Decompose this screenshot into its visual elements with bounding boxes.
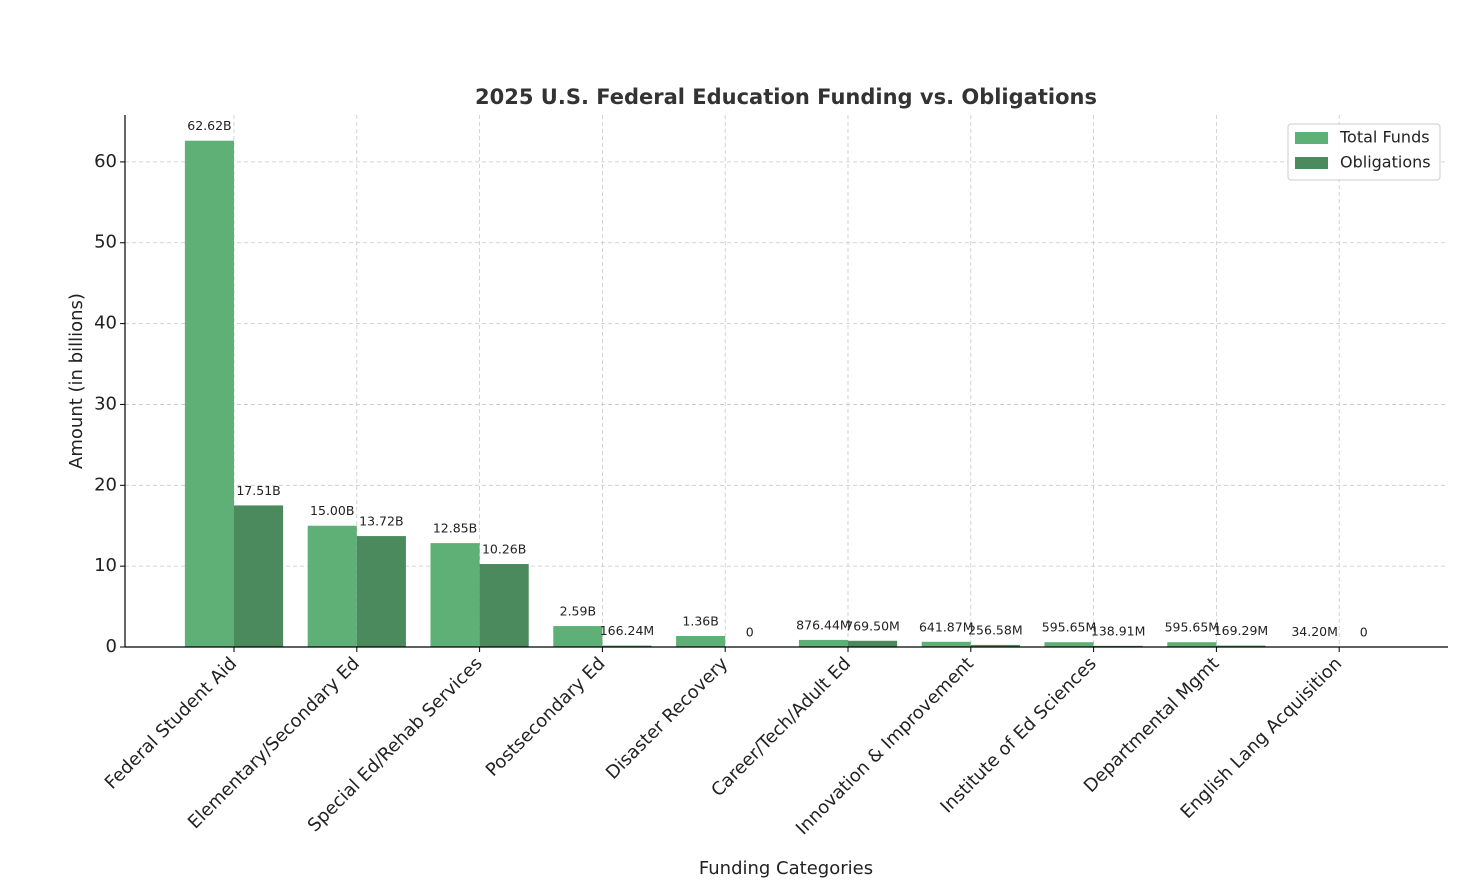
bar bbox=[479, 564, 529, 647]
x-axis-label: Funding Categories bbox=[699, 858, 873, 879]
value-label: 0 bbox=[746, 625, 754, 640]
value-label: 2.59B bbox=[560, 604, 596, 619]
value-label: 595.65M bbox=[1042, 620, 1097, 635]
bar bbox=[921, 641, 971, 647]
y-tick-label: 60 bbox=[94, 151, 117, 172]
value-label: 166.24M bbox=[600, 623, 655, 638]
bar bbox=[553, 626, 603, 647]
value-label: 15.00B bbox=[310, 503, 354, 518]
legend-swatch bbox=[1295, 132, 1328, 144]
x-tick-label: Departmental Mgmt bbox=[1080, 653, 1224, 797]
y-tick-label: 30 bbox=[94, 393, 117, 414]
bar bbox=[1167, 642, 1217, 647]
x-tick-label: Federal Student Aid bbox=[101, 653, 241, 793]
value-label: 17.51B bbox=[236, 483, 280, 498]
value-label: 0 bbox=[1360, 625, 1368, 640]
value-label: 256.58M bbox=[968, 622, 1023, 637]
bar bbox=[356, 536, 406, 647]
chart-title: 2025 U.S. Federal Education Funding vs. … bbox=[475, 85, 1097, 109]
bar bbox=[234, 505, 284, 647]
y-axis-label: Amount (in billions) bbox=[66, 293, 87, 469]
bar bbox=[1044, 642, 1094, 647]
legend-label: Total Funds bbox=[1339, 128, 1430, 147]
legend-label: Obligations bbox=[1340, 153, 1431, 172]
value-label: 876.44M bbox=[796, 617, 851, 632]
bar bbox=[307, 525, 357, 647]
value-label: 169.29M bbox=[1214, 623, 1269, 638]
y-tick-label: 0 bbox=[106, 636, 117, 657]
value-label: 769.50M bbox=[845, 618, 900, 633]
x-tick-label: Postsecondary Ed bbox=[482, 653, 610, 781]
x-tick-label: Disaster Recovery bbox=[602, 653, 733, 784]
legend-swatch bbox=[1295, 157, 1328, 169]
bar bbox=[602, 645, 652, 647]
value-label: 1.36B bbox=[682, 614, 718, 629]
value-label: 595.65M bbox=[1165, 620, 1220, 635]
y-tick-label: 40 bbox=[94, 313, 117, 334]
y-tick-label: 10 bbox=[94, 555, 117, 576]
bar bbox=[798, 639, 848, 647]
x-tick-label: Career/Tech/Adult Ed bbox=[707, 653, 855, 801]
bar bbox=[430, 543, 480, 647]
bar bbox=[848, 640, 898, 647]
y-tick-label: 50 bbox=[94, 232, 117, 253]
bar bbox=[676, 636, 726, 647]
value-label: 62.62B bbox=[187, 118, 231, 133]
value-label: 641.87M bbox=[919, 619, 974, 634]
bar bbox=[184, 140, 234, 647]
y-tick-label: 20 bbox=[94, 474, 117, 495]
bar bbox=[1216, 645, 1266, 647]
value-label: 10.26B bbox=[482, 542, 526, 557]
bar bbox=[970, 644, 1020, 647]
value-label: 34.20M bbox=[1291, 624, 1338, 639]
value-label: 12.85B bbox=[433, 521, 477, 536]
value-label: 13.72B bbox=[359, 514, 403, 529]
value-label: 138.91M bbox=[1091, 623, 1146, 638]
